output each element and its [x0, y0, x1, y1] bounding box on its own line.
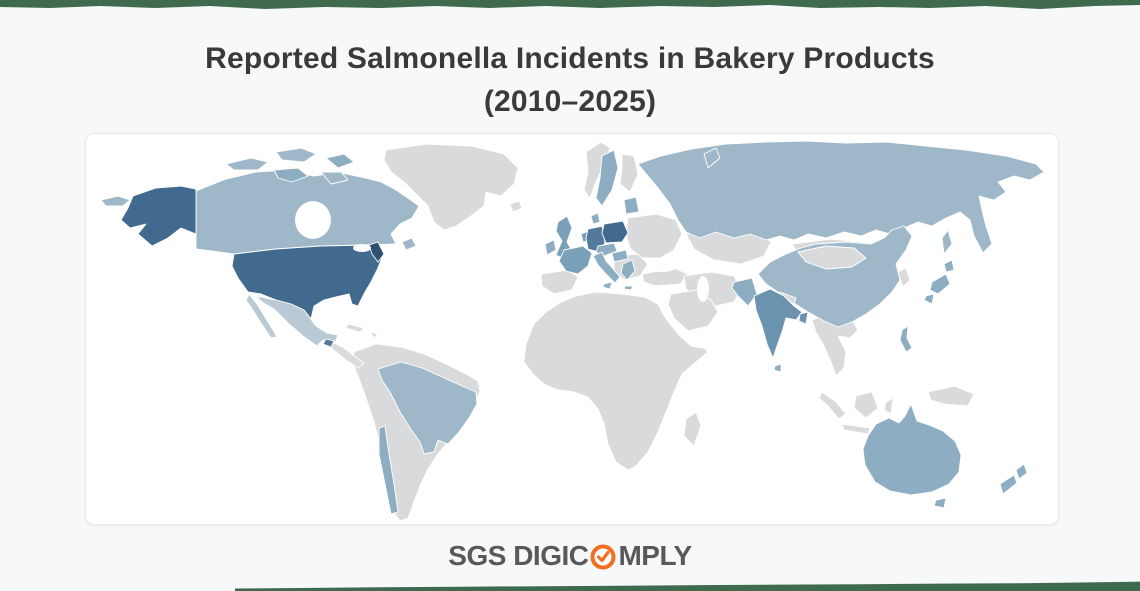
country-greece	[620, 259, 636, 281]
country-philippines	[899, 325, 913, 353]
island-arctic-d	[325, 153, 355, 169]
island-arctic-c	[273, 167, 309, 183]
hudson-bay	[295, 201, 331, 239]
chart-title-line1: Reported Salmonella Incidents in Bakery …	[205, 42, 935, 75]
choropleth-world-map	[100, 140, 1045, 522]
island-arctic-e	[320, 171, 349, 185]
country-cuba	[345, 323, 365, 333]
country-sri-lanka	[773, 363, 782, 373]
island-sumatra	[818, 391, 847, 420]
country-russia	[637, 140, 1045, 254]
chart-title: Reported Salmonella Incidents in Bakery …	[0, 38, 1140, 123]
chart-title-line2: (2010–2025)	[483, 84, 657, 118]
island-sicily	[602, 281, 613, 290]
top-foliage-shape	[0, 0, 1140, 9]
country-mexico	[245, 293, 339, 347]
country-pakistan	[731, 277, 758, 307]
caspian-sea	[697, 276, 709, 302]
region-east-europe	[625, 213, 683, 259]
island-tasmania	[933, 497, 947, 509]
region-baltics	[623, 196, 640, 215]
island-arctic-b	[275, 147, 317, 163]
country-france	[558, 245, 593, 275]
country-japan-honshu	[929, 273, 951, 295]
logo-text-suffix: MPLY	[618, 540, 692, 571]
top-foliage-artifact	[0, 0, 1140, 9]
country-korea	[897, 267, 911, 288]
country-bangladesh	[798, 311, 809, 325]
world-map-card	[85, 133, 1059, 525]
island-new-guinea	[927, 385, 975, 407]
check-mark	[597, 550, 611, 563]
region-alaska	[120, 185, 197, 247]
country-india	[753, 288, 803, 359]
island-arctic-a	[225, 157, 269, 171]
country-japan-kyushu	[923, 293, 935, 305]
country-poland	[601, 220, 629, 244]
bottom-foliage-artifact	[235, 581, 1140, 591]
country-denmark	[590, 212, 601, 225]
country-brazil	[377, 361, 478, 455]
island-borneo	[853, 391, 879, 419]
country-hispaniola	[369, 331, 379, 339]
country-iceland	[509, 200, 523, 213]
country-sweden	[595, 149, 619, 207]
country-greenland	[383, 143, 519, 231]
region-usa-northeast	[368, 241, 385, 263]
country-mongolia	[797, 245, 867, 270]
country-madagascar	[683, 411, 702, 447]
island-crete	[623, 285, 634, 291]
country-guatemala	[322, 338, 335, 348]
island-novaya-zemlya	[703, 147, 721, 169]
region-central-america	[328, 342, 365, 369]
country-australia	[862, 403, 962, 496]
great-lakes	[353, 244, 371, 252]
country-new-zealand-south	[999, 474, 1018, 495]
country-japan-hokkaido	[943, 259, 955, 273]
black-sea	[647, 260, 677, 272]
island-java	[841, 423, 871, 435]
country-ireland	[544, 239, 557, 256]
country-africa	[523, 291, 709, 471]
circle-check-icon	[590, 544, 616, 570]
bottom-foliage-shape	[235, 581, 1140, 591]
sgs-digicomply-logo: SGS DIGIC MPLY	[0, 536, 1140, 576]
country-chile	[378, 425, 399, 515]
logo-text-prefix: SGS DIGIC	[448, 540, 589, 571]
country-italy	[592, 251, 621, 284]
island-sulawesi	[883, 397, 894, 415]
island-newfoundland	[401, 237, 417, 251]
country-iberia	[540, 269, 579, 295]
island-aleutians	[100, 195, 131, 207]
country-new-zealand-north	[1015, 463, 1028, 480]
island-sakhalin	[941, 229, 953, 255]
country-finland	[619, 153, 639, 193]
region-hungary	[611, 249, 629, 263]
